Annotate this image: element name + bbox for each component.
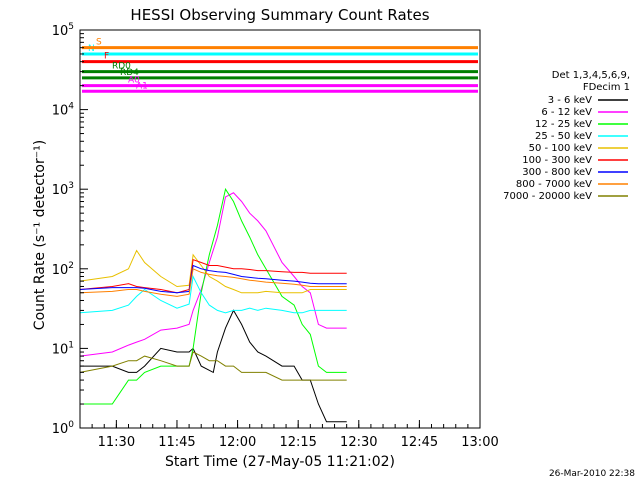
plot-frame (79, 29, 481, 429)
legend-label-1: 3 - 6 keV (548, 95, 592, 106)
legend-header-2: FDecim 1 (583, 82, 630, 93)
x-tick-label-2: 11:45 (158, 435, 195, 450)
x-tick-label-1: 11:30 (98, 435, 135, 450)
x-tick-label-6: 12:45 (401, 435, 438, 450)
segment-layer: NSFRD0RD4A0A1 (82, 38, 478, 93)
legend-label-9: 7000 - 20000 keV (503, 191, 592, 202)
series-line-4 (79, 274, 347, 314)
x-tick-label-7: 13:00 (461, 435, 498, 450)
legend-label-4: 25 - 50 keV (535, 131, 592, 142)
y-tick-layer: 100 101 102 103 104 105 (52, 22, 88, 437)
x-tick-label-3: 12:00 (219, 435, 256, 450)
timestamp: 26-Mar-2010 22:38 (549, 469, 635, 479)
legend-label-3: 12 - 25 keV (535, 119, 592, 130)
y-tick-label-6: 105 (52, 22, 74, 39)
series-line-8 (79, 268, 347, 297)
x-tick-label-4: 12:15 (279, 435, 316, 450)
legend-label-6: 100 - 300 keV (522, 155, 592, 166)
series-line-5 (79, 249, 347, 294)
segment-label-2: S (96, 38, 102, 48)
legend-label-2: 6 - 12 keV (541, 107, 592, 118)
y-axis-label: Count Rate (s⁻¹ detector⁻¹) (32, 140, 48, 330)
series-line-9 (79, 351, 347, 381)
segment-label-3: F (104, 52, 109, 62)
y-tick-label-2: 101 (52, 340, 74, 357)
series-line-7 (79, 264, 347, 294)
series-layer (79, 187, 347, 423)
series-line-2 (79, 192, 347, 357)
x-tick-layer: 11:30 11:45 12:00 12:15 12:30 12:45 13:00 (79, 420, 499, 450)
y-tick-label-1: 100 (52, 420, 75, 437)
segment-label-5: RD4 (120, 68, 139, 78)
series-line-6 (79, 259, 347, 294)
y-tick-label-4: 103 (52, 181, 74, 198)
legend-label-7: 300 - 800 keV (522, 167, 592, 178)
legend-label-5: 50 - 100 keV (529, 143, 593, 154)
x-tick-label-5: 12:30 (340, 435, 377, 450)
segment-label-6: A0 (128, 76, 140, 86)
y-tick-label-3: 102 (52, 261, 74, 278)
series-line-3 (80, 187, 347, 405)
segment-label-7: A1 (136, 81, 148, 91)
legend-header-1: Det 1,3,4,5,6,9, (552, 70, 630, 81)
chart-title: HESSI Observing Summary Count Rates (130, 6, 429, 24)
y-tick-label-5: 104 (52, 102, 75, 119)
series-line-1 (80, 309, 347, 423)
x-axis-label: Start Time (27-May-05 11:21:02) (165, 454, 395, 470)
segment-label-4: RD0 (112, 62, 131, 72)
legend-label-8: 800 - 7000 keV (516, 179, 592, 190)
